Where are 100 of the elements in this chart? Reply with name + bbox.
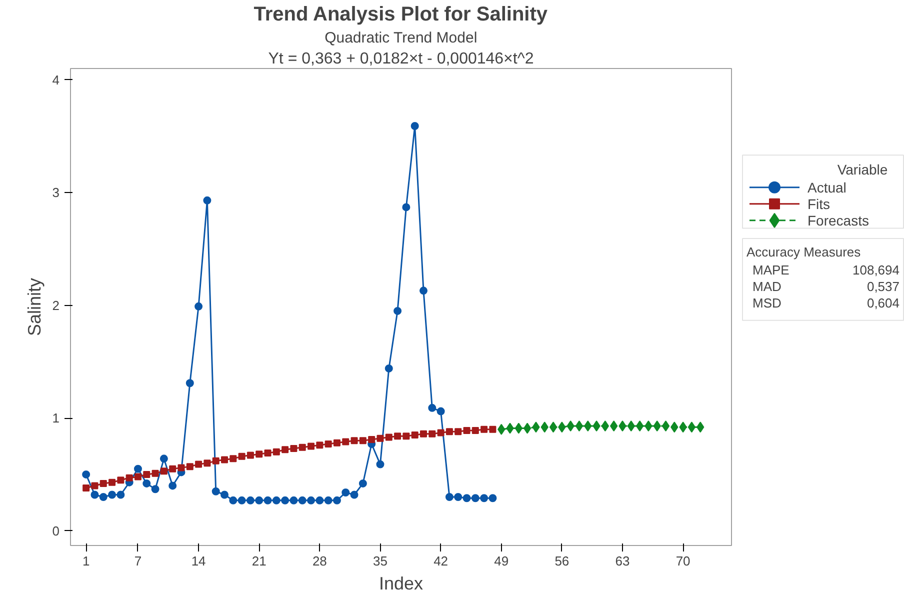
point [480, 494, 488, 502]
point [256, 450, 263, 458]
point [549, 422, 558, 433]
x-axis-title: Index [378, 574, 424, 594]
point [420, 430, 427, 438]
x-tick-label: 1 [82, 554, 90, 568]
point [298, 496, 306, 504]
chart-subtitle: Quadratic Trend Model [324, 30, 478, 46]
point [384, 364, 393, 372]
point [437, 429, 444, 436]
text: MSD 0,604 [752, 296, 900, 311]
point [428, 404, 436, 412]
x-tick-label: 35 [373, 554, 388, 568]
y-tick-label: 0 [52, 523, 60, 538]
y-tick-label: 4 [52, 72, 60, 88]
point [463, 426, 470, 434]
point [358, 479, 367, 488]
point [472, 426, 479, 434]
point [428, 430, 436, 438]
point [195, 460, 202, 468]
point [324, 496, 332, 504]
point [169, 465, 176, 472]
point [350, 437, 358, 444]
point [290, 445, 298, 452]
point [108, 478, 116, 486]
point [290, 496, 298, 504]
point [332, 496, 341, 504]
point [99, 493, 108, 502]
point [90, 490, 99, 499]
y-tick-label: 1 [52, 410, 60, 426]
point [282, 446, 289, 454]
point [333, 439, 340, 446]
point [230, 455, 237, 462]
point [100, 480, 107, 487]
point [186, 463, 194, 470]
text: MAD 0,537 [752, 279, 900, 294]
point [454, 493, 462, 502]
x-tick-label: 49 [494, 554, 509, 568]
point [91, 482, 98, 490]
point [204, 460, 211, 467]
point [350, 490, 358, 499]
point [402, 432, 410, 440]
legend-title: Variable [837, 161, 888, 178]
point [316, 442, 324, 449]
point [238, 452, 246, 460]
point [178, 464, 185, 472]
y-tick-label: 2 [52, 298, 60, 313]
point [194, 302, 203, 310]
point [152, 470, 159, 477]
point [454, 428, 462, 436]
point [238, 496, 246, 504]
x-tick-label: 56 [554, 554, 570, 568]
point [601, 420, 610, 432]
point [488, 494, 497, 502]
x-tick-label: 7 [134, 554, 142, 568]
text: MAPE 108,694 [752, 262, 900, 278]
point [462, 494, 471, 502]
point [436, 407, 445, 416]
point [272, 496, 280, 504]
point [402, 203, 410, 212]
point [308, 442, 315, 450]
x-tick-label: 70 [676, 554, 690, 568]
x-tick-label: 42 [434, 554, 448, 568]
text: Yt = 0,363 + 0,0182×t - 0,000146×t^2 [268, 50, 534, 68]
point [160, 468, 168, 475]
point [117, 476, 124, 484]
point [385, 434, 392, 441]
y-tick-label: 3 [52, 185, 60, 200]
point [307, 496, 316, 504]
point [142, 479, 151, 488]
point [324, 440, 332, 448]
x-tick-label: 21 [252, 554, 266, 568]
point [446, 428, 453, 436]
point [471, 494, 480, 502]
point [82, 470, 90, 478]
point [220, 490, 229, 499]
point [368, 436, 376, 443]
point [376, 460, 384, 468]
x-tick-label: 14 [191, 554, 206, 568]
point [411, 431, 418, 438]
x-tick-label: 63 [615, 554, 630, 568]
point [160, 454, 168, 463]
point [126, 474, 133, 482]
point [264, 496, 272, 504]
point [636, 420, 644, 432]
point [264, 450, 272, 457]
point [662, 420, 670, 432]
point [394, 432, 402, 440]
point [255, 496, 264, 504]
point [134, 464, 142, 473]
point [134, 473, 142, 480]
point [246, 496, 254, 504]
point [186, 379, 194, 388]
point [376, 434, 384, 442]
chart-title: Trend Analysis Plot for Salinity [254, 4, 548, 26]
point [229, 496, 238, 504]
point [316, 496, 324, 504]
point [489, 426, 496, 433]
point [168, 482, 177, 490]
point [342, 488, 350, 496]
